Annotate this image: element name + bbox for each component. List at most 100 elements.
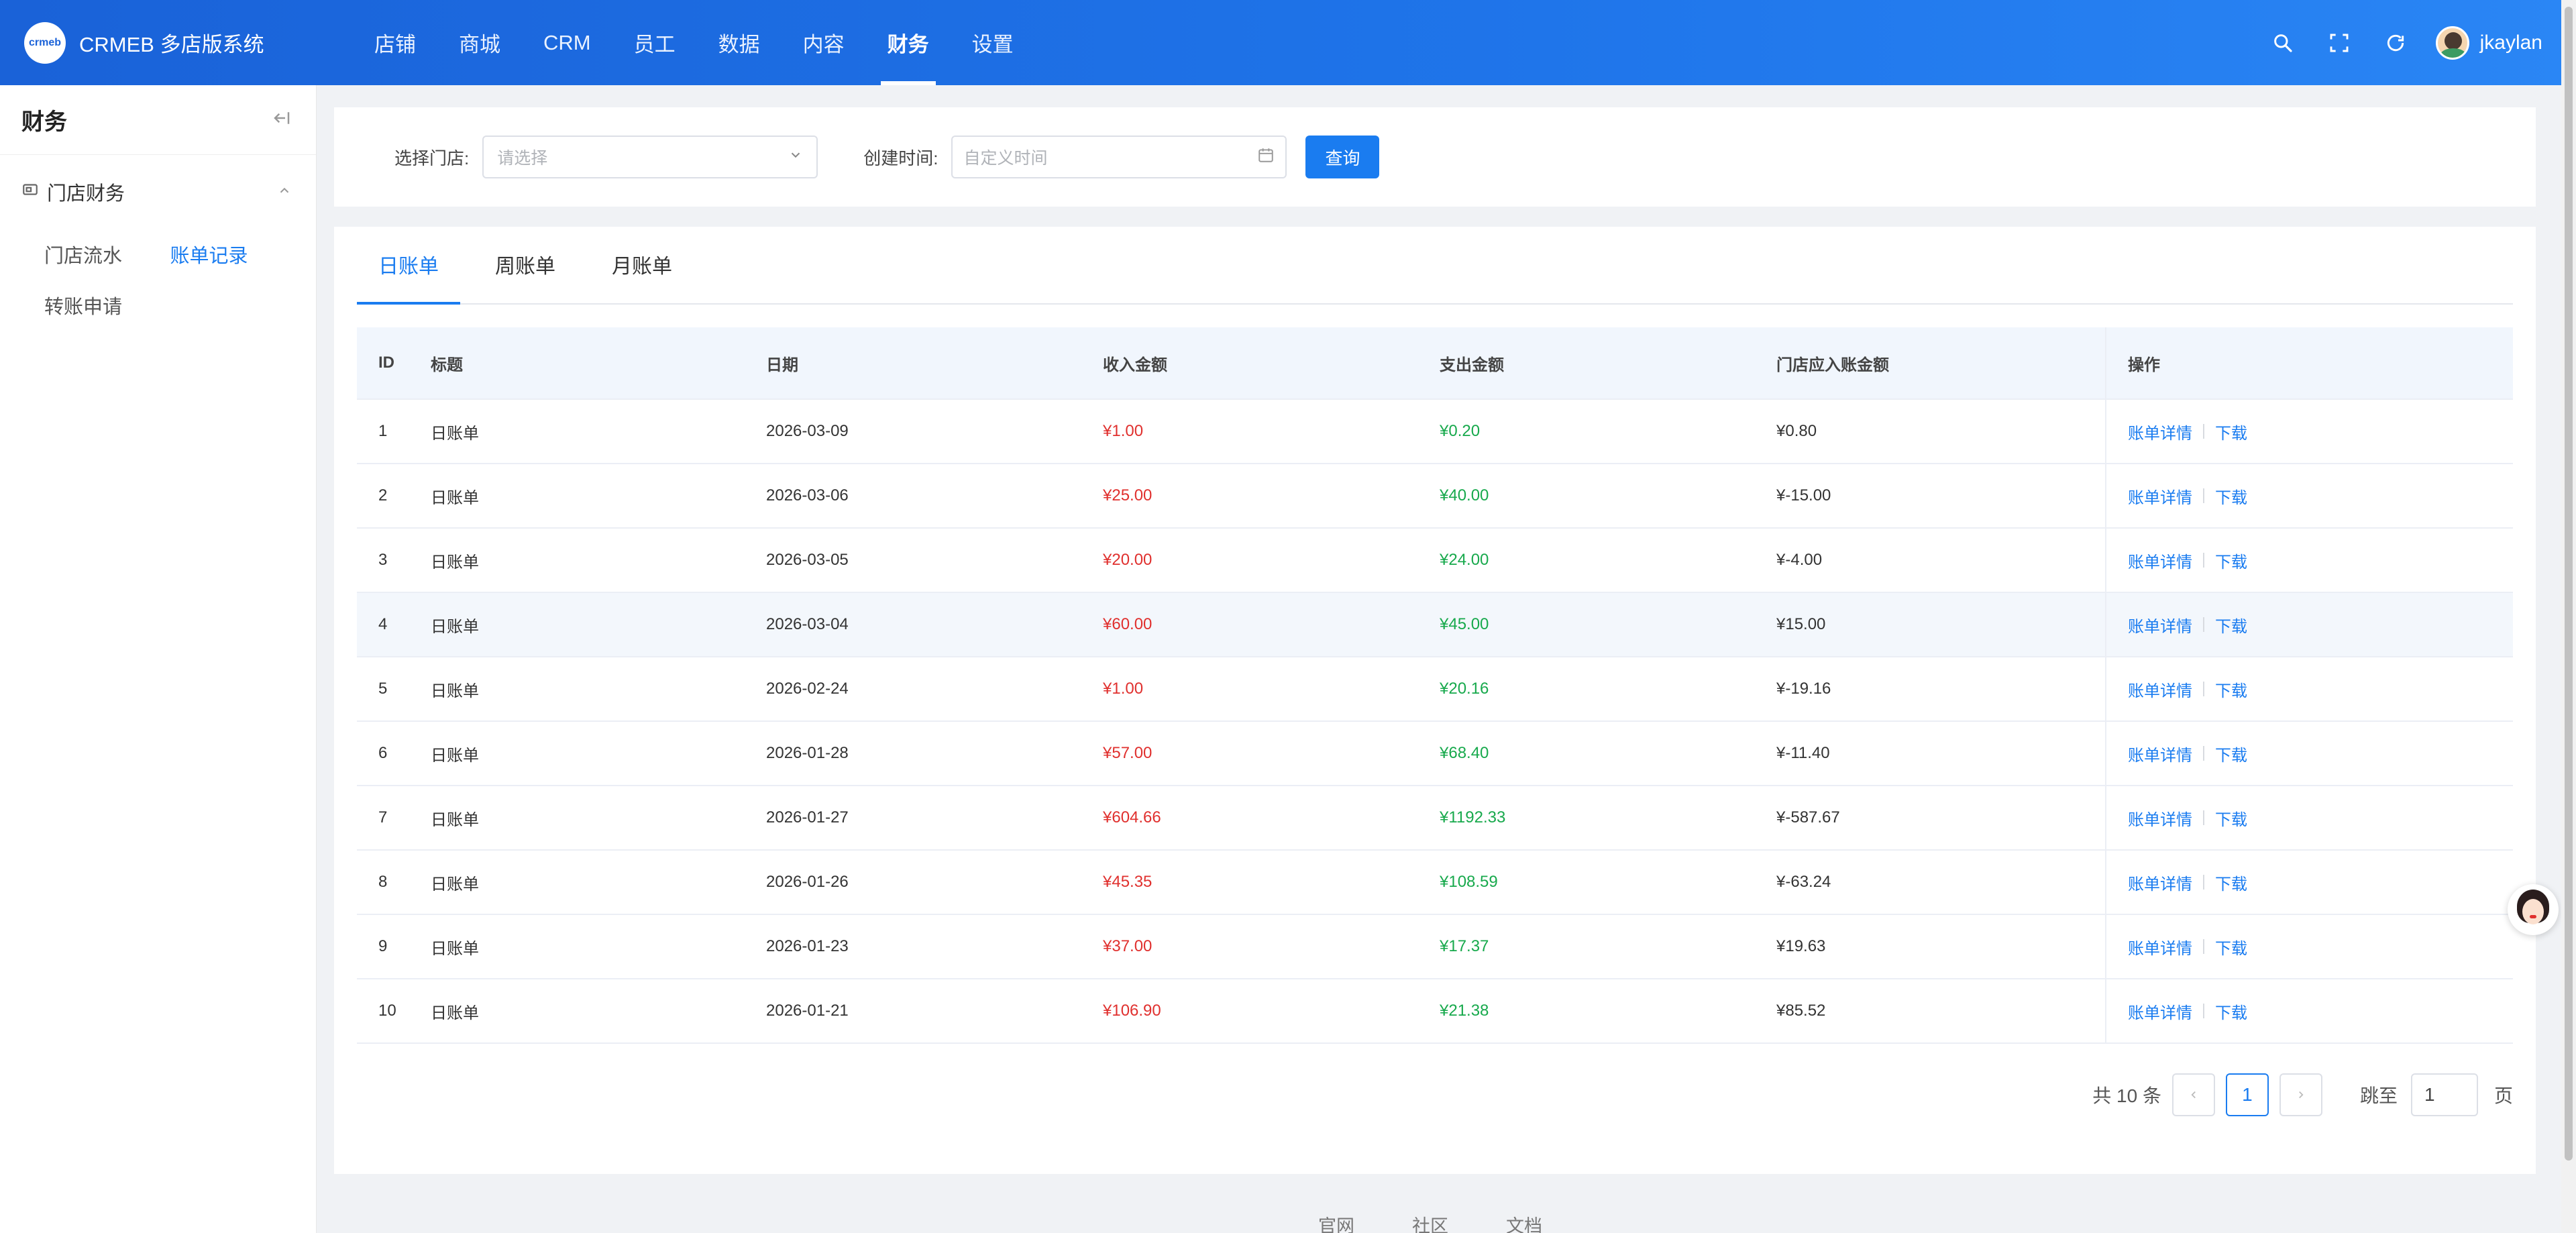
cell-income: ¥1.00: [1103, 680, 1144, 698]
bill-detail-link[interactable]: 账单详情: [2128, 875, 2192, 894]
action-divider: [2203, 939, 2204, 954]
nav-finance[interactable]: 财务: [866, 0, 951, 85]
cell-date: 2026-01-26: [766, 873, 849, 891]
footer-link-community[interactable]: 社区: [1412, 1216, 1448, 1233]
cell-income: ¥37.00: [1103, 937, 1152, 955]
cell-id: 2: [378, 486, 388, 504]
cell-net: ¥-19.16: [1776, 680, 1831, 698]
col-actions: 操作: [2105, 327, 2513, 398]
nav-staff[interactable]: 员工: [633, 33, 676, 56]
jump-label: 跳至: [2359, 1085, 2398, 1106]
download-link[interactable]: 下载: [2215, 424, 2247, 443]
nav-store[interactable]: 店铺: [374, 33, 416, 56]
query-button[interactable]: 查询: [1305, 136, 1380, 178]
sidebar-group-store-finance[interactable]: 门店财务: [0, 155, 316, 229]
bill-detail-link[interactable]: 账单详情: [2128, 682, 2192, 700]
cell-net: ¥-15.00: [1776, 486, 1831, 504]
table-row: 5 日账单 2026-02-24 ¥1.00 ¥20.16 ¥-19.16 账单详情 下载: [357, 657, 2513, 722]
cell-expense: ¥20.16: [1440, 680, 1489, 698]
download-link[interactable]: 下载: [2215, 746, 2247, 765]
cell-date: 2026-03-06: [766, 486, 849, 504]
nav-crm[interactable]: CRM: [543, 30, 591, 54]
top-header: crmeb CRMEB 多店版系统 店铺 商城 CRM 员工 数据 内容 财务 …: [0, 0, 2576, 85]
scrollbar-thumb[interactable]: [2565, 7, 2573, 1161]
download-link[interactable]: 下载: [2215, 1004, 2247, 1022]
username[interactable]: jkaylan: [2479, 31, 2542, 54]
app-title: CRMEB 多店版系统: [79, 33, 264, 56]
logo-badge: crmeb: [24, 21, 66, 64]
bill-detail-link[interactable]: 账单详情: [2128, 617, 2192, 636]
col-title: 标题: [431, 356, 463, 374]
store-filter-label: 选择门店:: [394, 148, 470, 168]
cell-id: 6: [378, 744, 388, 762]
page-scrollbar[interactable]: [2561, 0, 2576, 1233]
cell-title: 日账单: [431, 424, 479, 443]
bill-detail-link[interactable]: 账单详情: [2128, 488, 2192, 507]
bill-detail-link[interactable]: 账单详情: [2128, 553, 2192, 572]
filter-bar: 选择门店: 请选择 创建时间: 自定义时间 查询: [334, 107, 2536, 207]
cell-actions: 账单详情 下载: [2105, 657, 2513, 720]
customer-service-avatar[interactable]: [2508, 884, 2559, 935]
cell-id: 5: [378, 680, 388, 698]
page-number-1[interactable]: 1: [2225, 1073, 2269, 1116]
tab-monthly[interactable]: 月账单: [612, 256, 672, 278]
download-link[interactable]: 下载: [2215, 939, 2247, 958]
nav-data[interactable]: 数据: [718, 33, 760, 56]
bill-detail-link[interactable]: 账单详情: [2128, 939, 2192, 958]
download-link[interactable]: 下载: [2215, 682, 2247, 700]
cell-date: 2026-01-28: [766, 744, 849, 762]
refresh-icon[interactable]: [2367, 15, 2424, 71]
cell-id: 9: [378, 937, 388, 955]
bill-detail-link[interactable]: 账单详情: [2128, 810, 2192, 829]
cell-id: 7: [378, 808, 388, 826]
sidebar-item-store-flow[interactable]: 门店流水: [44, 246, 123, 267]
col-income: 收入金额: [1103, 356, 1167, 374]
bill-detail-link[interactable]: 账单详情: [2128, 1004, 2192, 1022]
cell-actions: 账单详情 下载: [2105, 722, 2513, 785]
sidebar-item-bill-records[interactable]: 账单记录: [170, 246, 248, 267]
fullscreen-icon[interactable]: [2311, 15, 2367, 71]
sidebar-item-transfer-request[interactable]: 转账申请: [44, 297, 123, 318]
logo[interactable]: crmeb CRMEB 多店版系统: [24, 21, 313, 64]
cell-expense: ¥45.00: [1440, 615, 1489, 633]
footer-link-official-site[interactable]: 官网: [1318, 1216, 1354, 1233]
nav-settings[interactable]: 设置: [971, 33, 1014, 56]
cell-title: 日账单: [431, 488, 479, 507]
download-link[interactable]: 下载: [2215, 810, 2247, 829]
bill-detail-link[interactable]: 账单详情: [2128, 424, 2192, 443]
nav-mall[interactable]: 商城: [459, 33, 500, 56]
table-row: 10 日账单 2026-01-21 ¥106.90 ¥21.38 ¥85.52 账单详情 下载: [357, 979, 2513, 1044]
download-link[interactable]: 下载: [2215, 617, 2247, 636]
cell-date: 2026-02-24: [766, 680, 849, 698]
cell-net: ¥-4.00: [1776, 551, 1823, 569]
cell-title: 日账单: [431, 682, 479, 700]
date-range-input[interactable]: 自定义时间: [951, 136, 1287, 178]
header-actions: jkaylan: [2255, 15, 2542, 71]
collapse-sidebar-icon[interactable]: [272, 108, 292, 131]
tab-daily[interactable]: 日账单: [357, 225, 460, 305]
user-avatar[interactable]: [2435, 25, 2469, 60]
table-row: 9 日账单 2026-01-23 ¥37.00 ¥17.37 ¥19.63 账单详情 下载: [357, 915, 2513, 979]
bill-table: ID 标题 日期 收入金额 支出金额 门店应入账金额 操作 1 日账单 2026-0…: [357, 327, 2513, 1044]
cell-actions: 账单详情 下载: [2105, 464, 2513, 527]
store-select[interactable]: 请选择: [482, 136, 818, 178]
col-net: 门店应入账金额: [1776, 356, 1889, 374]
cell-title: 日账单: [431, 553, 479, 572]
cell-date: 2026-01-21: [766, 1002, 849, 1020]
nav-content[interactable]: 内容: [802, 33, 845, 56]
next-page-button[interactable]: [2279, 1073, 2322, 1116]
cell-title: 日账单: [431, 617, 479, 636]
download-link[interactable]: 下载: [2215, 875, 2247, 894]
prev-page-button[interactable]: [2171, 1073, 2215, 1116]
download-link[interactable]: 下载: [2215, 553, 2247, 572]
action-divider: [2203, 746, 2204, 761]
footer-link-docs[interactable]: 文档: [1506, 1216, 1542, 1233]
tab-weekly[interactable]: 周账单: [495, 256, 555, 278]
download-link[interactable]: 下载: [2215, 488, 2247, 507]
bill-detail-link[interactable]: 账单详情: [2128, 746, 2192, 765]
cell-income: ¥57.00: [1103, 744, 1152, 762]
cell-actions: 账单详情 下载: [2105, 915, 2513, 978]
sidebar-title: 财务: [21, 109, 67, 135]
search-icon[interactable]: [2255, 15, 2311, 71]
jump-page-input[interactable]: 1: [2410, 1073, 2478, 1116]
